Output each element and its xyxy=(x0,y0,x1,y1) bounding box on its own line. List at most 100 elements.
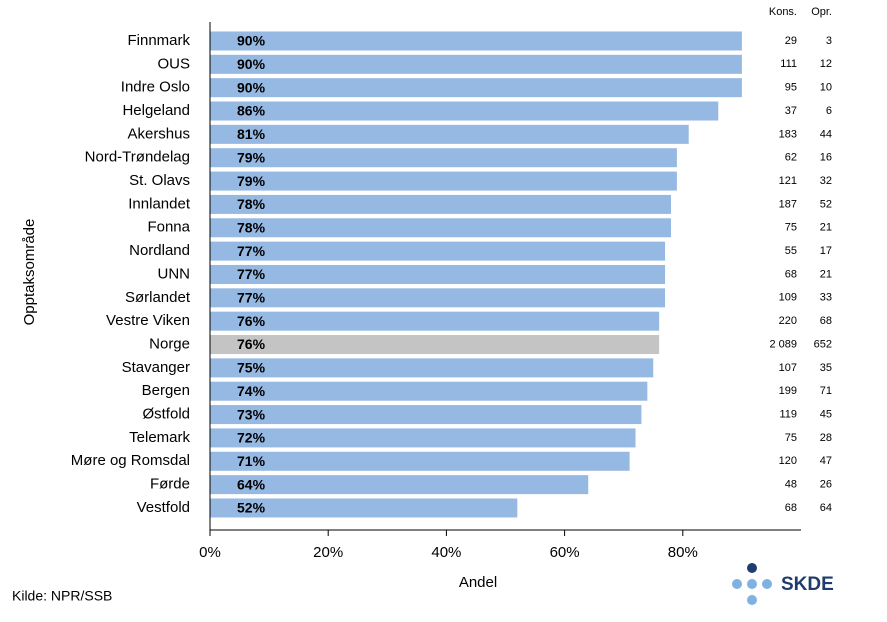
data-label: 64% xyxy=(237,476,266,492)
table-cell: 33 xyxy=(820,292,832,304)
column-header: Opr. xyxy=(811,6,832,18)
data-label: 81% xyxy=(237,126,266,142)
y-tick-label: OUS xyxy=(157,55,190,72)
table-cell: 10 xyxy=(820,82,832,94)
bar xyxy=(210,264,666,284)
y-tick-label: Østfold xyxy=(142,406,190,423)
bar xyxy=(210,148,677,168)
y-tick-label: Finnmark xyxy=(127,32,190,49)
table-cell: 183 xyxy=(779,128,797,140)
y-tick-label: UNN xyxy=(158,265,191,282)
y-tick-label: Akershus xyxy=(127,125,190,142)
x-tick-label: 40% xyxy=(431,544,461,561)
y-tick-label: Nord-Trøndelag xyxy=(85,149,190,166)
table-cell: 17 xyxy=(820,245,832,257)
bar xyxy=(210,475,589,495)
data-label: 78% xyxy=(237,196,266,212)
data-label: 79% xyxy=(237,149,266,165)
table-cell: 35 xyxy=(820,362,832,374)
bar xyxy=(210,78,742,98)
column-header: Kons. xyxy=(769,6,797,18)
data-label: 90% xyxy=(237,33,266,49)
y-tick-label: Møre og Romsdal xyxy=(71,452,190,469)
data-label: 90% xyxy=(237,79,266,95)
table-cell: 120 xyxy=(779,455,797,467)
table-cell: 6 xyxy=(826,105,832,117)
table-cell: 21 xyxy=(820,222,832,234)
table-cell: 28 xyxy=(820,432,832,444)
bar xyxy=(210,335,660,355)
y-tick-label: Vestfold xyxy=(137,499,190,516)
data-label: 77% xyxy=(237,243,266,259)
y-tick-label: Indre Oslo xyxy=(121,79,190,96)
data-label: 74% xyxy=(237,383,266,399)
table-cell: 47 xyxy=(820,455,832,467)
table-cell: 16 xyxy=(820,152,832,164)
table-cell: 45 xyxy=(820,408,832,420)
table-cell: 71 xyxy=(820,385,832,397)
y-tick-label: Førde xyxy=(150,476,190,493)
data-label: 73% xyxy=(237,406,266,422)
y-tick-label: St. Olavs xyxy=(129,172,190,189)
x-tick-label: 20% xyxy=(313,544,343,561)
y-tick-label: Telemark xyxy=(129,429,190,446)
data-label: 90% xyxy=(237,56,266,72)
table-cell: 32 xyxy=(820,175,832,187)
bar xyxy=(210,451,630,471)
y-tick-label: Bergen xyxy=(142,382,190,399)
logo: SKDE xyxy=(732,563,834,605)
y-tick-label: Fonna xyxy=(147,219,190,236)
data-label: 75% xyxy=(237,360,266,376)
table-cell: 95 xyxy=(785,82,797,94)
y-axis-label: Opptaksområde xyxy=(21,219,38,326)
data-label: 77% xyxy=(237,290,266,306)
x-tick-label: 60% xyxy=(550,544,580,561)
table-cell: 68 xyxy=(820,315,832,327)
x-axis-label: Andel xyxy=(459,574,497,591)
source: Kilde: NPR/SSB xyxy=(12,588,112,604)
table-cell: 111 xyxy=(780,58,797,70)
x-tick-label: 0% xyxy=(199,544,221,561)
table-cell: 62 xyxy=(785,152,797,164)
y-tick-label: Vestre Viken xyxy=(106,312,190,329)
bar xyxy=(210,498,518,518)
bar xyxy=(210,171,677,191)
data-label: 77% xyxy=(237,266,266,282)
bar xyxy=(210,381,648,401)
bar xyxy=(210,31,742,51)
table-cell: 220 xyxy=(779,315,797,327)
table-cell: 64 xyxy=(820,502,832,514)
bar xyxy=(210,405,642,425)
data-label: 86% xyxy=(237,103,266,119)
data-label: 72% xyxy=(237,430,266,446)
bar xyxy=(210,428,636,448)
bar xyxy=(210,101,719,121)
table-cell: 119 xyxy=(779,408,797,420)
table-cell: 187 xyxy=(779,198,797,210)
table-cell: 55 xyxy=(785,245,797,257)
table-cell: 37 xyxy=(785,105,797,117)
table-cell: 48 xyxy=(785,479,797,491)
bar xyxy=(210,194,671,214)
y-tick-label: Nordland xyxy=(129,242,190,259)
bar xyxy=(210,358,654,378)
table-cell: 109 xyxy=(779,292,797,304)
data-label: 79% xyxy=(237,173,266,189)
bar xyxy=(210,311,660,331)
table-cell: 75 xyxy=(785,432,797,444)
table-cell: 199 xyxy=(779,385,797,397)
table-cell: 75 xyxy=(785,222,797,234)
table-cell: 29 xyxy=(785,35,797,47)
table-cell: 52 xyxy=(820,198,832,210)
logo-text: SKDE xyxy=(781,574,834,595)
bar xyxy=(210,54,742,74)
data-label: 52% xyxy=(237,500,266,516)
table-cell: 68 xyxy=(785,502,797,514)
table-cell: 2 089 xyxy=(769,338,797,350)
bar xyxy=(210,218,671,238)
table-cell: 26 xyxy=(820,479,832,491)
table-cell: 121 xyxy=(779,175,797,187)
table-cell: 21 xyxy=(820,268,832,280)
table-cell: 3 xyxy=(826,35,832,47)
